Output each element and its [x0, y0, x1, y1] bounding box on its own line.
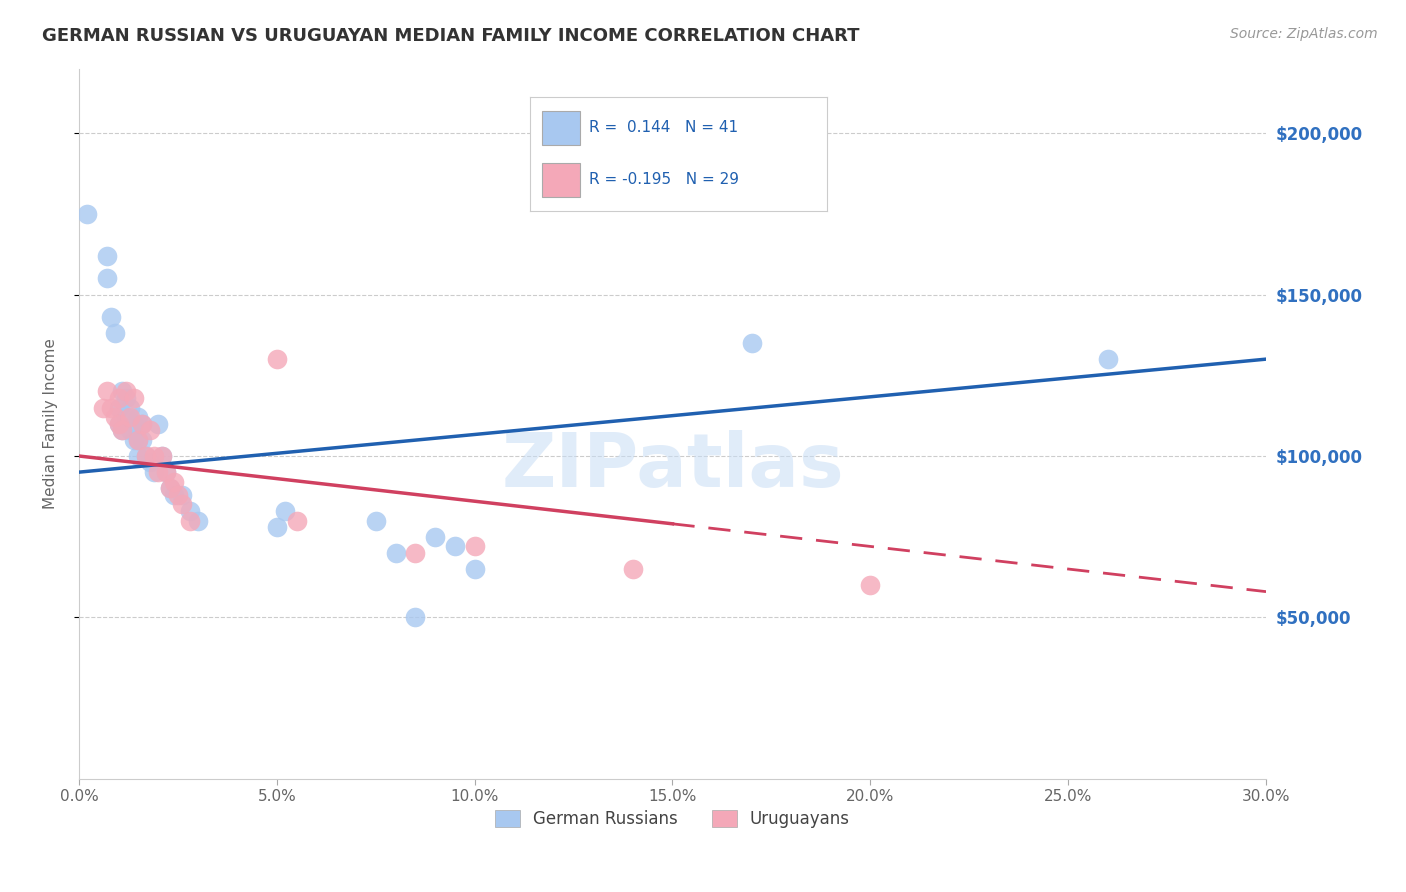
Point [167, 488, 190, 502]
Point [120, 401, 142, 415]
Point [143, 449, 166, 463]
Point [464, 562, 486, 576]
Point [115, 384, 138, 399]
Legend: German Russians, Uruguayans: German Russians, Uruguayans [488, 803, 856, 835]
Point [163, 488, 186, 502]
Point [150, 449, 173, 463]
Point [115, 410, 138, 425]
Point [107, 401, 129, 415]
Point [103, 410, 125, 425]
Point [135, 449, 157, 463]
Point [266, 520, 288, 534]
Point [170, 488, 193, 502]
Point [131, 433, 153, 447]
Point [155, 465, 177, 479]
Point [127, 433, 149, 447]
Point [111, 423, 134, 437]
Point [404, 546, 426, 560]
Point [96, 384, 118, 399]
Point [131, 417, 153, 431]
Point [96, 249, 118, 263]
Point [111, 384, 134, 399]
Point [124, 417, 146, 431]
Y-axis label: Median Family Income: Median Family Income [44, 338, 58, 509]
Point [124, 433, 146, 447]
Point [187, 514, 209, 528]
Point [741, 336, 763, 351]
Point [131, 417, 153, 431]
Point [96, 271, 118, 285]
Point [120, 423, 142, 437]
Point [155, 465, 177, 479]
Point [273, 504, 295, 518]
Point [100, 401, 122, 415]
Point [859, 578, 882, 592]
Text: ZIPatlas: ZIPatlas [501, 430, 844, 503]
Point [127, 449, 149, 463]
Point [404, 610, 426, 624]
Point [143, 465, 166, 479]
Point [1097, 352, 1119, 367]
Point [179, 514, 201, 528]
Point [107, 417, 129, 431]
Point [135, 449, 157, 463]
Point [170, 498, 193, 512]
Text: GERMAN RUSSIAN VS URUGUAYAN MEDIAN FAMILY INCOME CORRELATION CHART: GERMAN RUSSIAN VS URUGUAYAN MEDIAN FAMIL… [42, 27, 859, 45]
Point [146, 417, 169, 431]
Point [146, 465, 169, 479]
Point [285, 514, 308, 528]
Text: Source: ZipAtlas.com: Source: ZipAtlas.com [1230, 27, 1378, 41]
Point [384, 546, 406, 560]
Point [124, 391, 146, 405]
Point [621, 562, 644, 576]
Point [107, 391, 129, 405]
Point [139, 455, 162, 469]
Point [76, 207, 98, 221]
Point [179, 504, 201, 518]
Point [266, 352, 288, 367]
Point [127, 410, 149, 425]
Point [103, 326, 125, 341]
Point [423, 530, 446, 544]
Point [111, 423, 134, 437]
Point [444, 540, 467, 554]
Point [163, 475, 186, 489]
Point [159, 481, 181, 495]
Point [364, 514, 387, 528]
Point [150, 449, 173, 463]
Point [107, 417, 129, 431]
Point [115, 391, 138, 405]
Point [100, 310, 122, 325]
Point [464, 540, 486, 554]
Point [139, 423, 162, 437]
Point [120, 410, 142, 425]
Point [91, 401, 114, 415]
Point [159, 481, 181, 495]
Point [127, 433, 149, 447]
